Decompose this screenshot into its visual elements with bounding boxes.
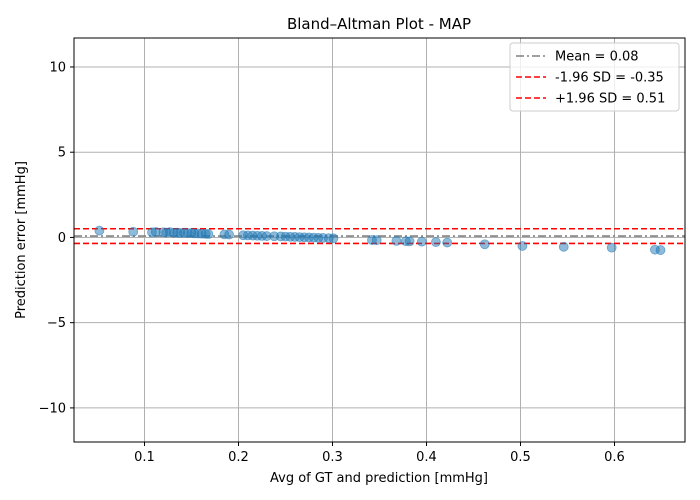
x-tick-label: 0.6 <box>604 450 625 465</box>
x-tick-label: 0.2 <box>228 450 249 465</box>
x-tick-label: 0.5 <box>510 450 531 465</box>
data-point <box>430 237 441 247</box>
data-point <box>94 225 105 236</box>
data-point <box>203 229 214 239</box>
data-point <box>517 241 528 251</box>
y-tick-label: 5 <box>58 146 66 161</box>
legend-label-0: Mean = 0.08 <box>555 50 639 65</box>
data-point <box>371 235 382 246</box>
data-point <box>404 236 415 247</box>
x-axis-label: Avg of GT and prediction [mmHg] <box>270 471 488 486</box>
legend-label-2: +1.96 SD = 0.51 <box>555 92 665 107</box>
data-point <box>416 236 427 247</box>
y-tick-label: −10 <box>39 401 66 416</box>
data-point <box>655 245 666 255</box>
plot-frame <box>73 37 686 443</box>
data-point <box>128 226 139 237</box>
legend-label-1: -1.96 SD = -0.35 <box>555 71 664 86</box>
y-tick-label: −5 <box>47 316 66 331</box>
data-points <box>94 225 666 255</box>
data-point <box>328 233 339 244</box>
x-tick-label: 0.3 <box>322 450 343 465</box>
chart-title: Bland–Altman Plot - MAP <box>287 15 471 33</box>
data-point <box>391 235 402 246</box>
data-point <box>606 242 617 253</box>
data-point <box>558 241 569 252</box>
legend: Mean = 0.08 -1.96 SD = -0.35 +1.96 SD = 0.… <box>509 42 680 112</box>
y-tick-label: 10 <box>49 60 66 75</box>
data-point <box>442 237 453 248</box>
data-point <box>224 229 235 240</box>
x-tick-label: 0.1 <box>134 450 155 465</box>
x-tick-label: 0.4 <box>416 450 437 465</box>
y-axis-label: Prediction error [mmHg] <box>14 161 29 319</box>
y-tick-label: 0 <box>58 231 66 246</box>
axis-ticks: 0.1 0.2 0.3 0.4 0.5 0.6 −10 −5 0 5 10 <box>39 60 625 465</box>
legend-box <box>509 42 680 112</box>
data-point <box>479 239 490 250</box>
